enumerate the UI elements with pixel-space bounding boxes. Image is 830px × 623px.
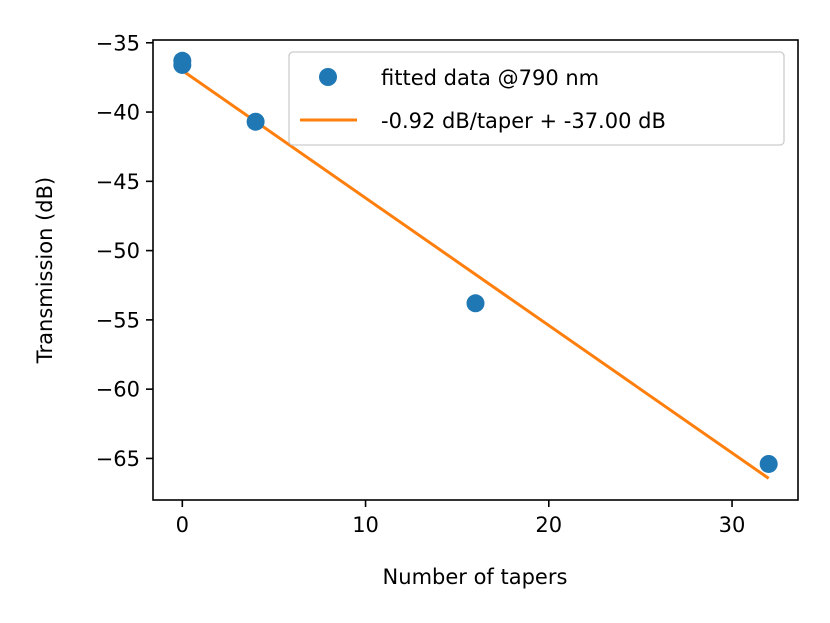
x-tick-label: 20 (535, 513, 562, 537)
y-tick-label: −65 (96, 447, 140, 471)
x-axis-label: Number of tapers (383, 565, 568, 589)
x-tick-label: 10 (352, 513, 379, 537)
legend-marker-fitted-data (319, 68, 337, 86)
x-axis: 0 10 20 30 (176, 500, 746, 537)
y-axis: −35 −40 −45 −50 −55 −60 −65 (96, 31, 153, 471)
data-point (173, 55, 192, 74)
x-tick-label: 0 (176, 513, 189, 537)
legend-frame (288, 51, 785, 146)
fit-line (181, 69, 770, 480)
y-tick-label: −50 (96, 239, 140, 263)
legend: fitted data @790 nm -0.92 dB/taper + -37… (288, 51, 785, 146)
data-point (466, 294, 485, 313)
y-tick-label: −60 (96, 378, 140, 402)
y-tick-label: −45 (96, 170, 140, 194)
data-point (759, 454, 778, 473)
series-layer (173, 51, 778, 480)
x-tick-label: 30 (719, 513, 746, 537)
y-axis-label: Transmission (dB) (33, 177, 57, 364)
y-tick-label: −40 (96, 101, 140, 125)
legend-label-fitted-data: fitted data @790 nm (381, 66, 599, 90)
plot-frame (152, 39, 799, 501)
y-tick-label: −35 (96, 31, 140, 55)
legend-label-fit: -0.92 dB/taper + -37.00 dB (381, 109, 666, 133)
y-tick-label: −55 (96, 308, 140, 332)
data-point (246, 112, 265, 131)
